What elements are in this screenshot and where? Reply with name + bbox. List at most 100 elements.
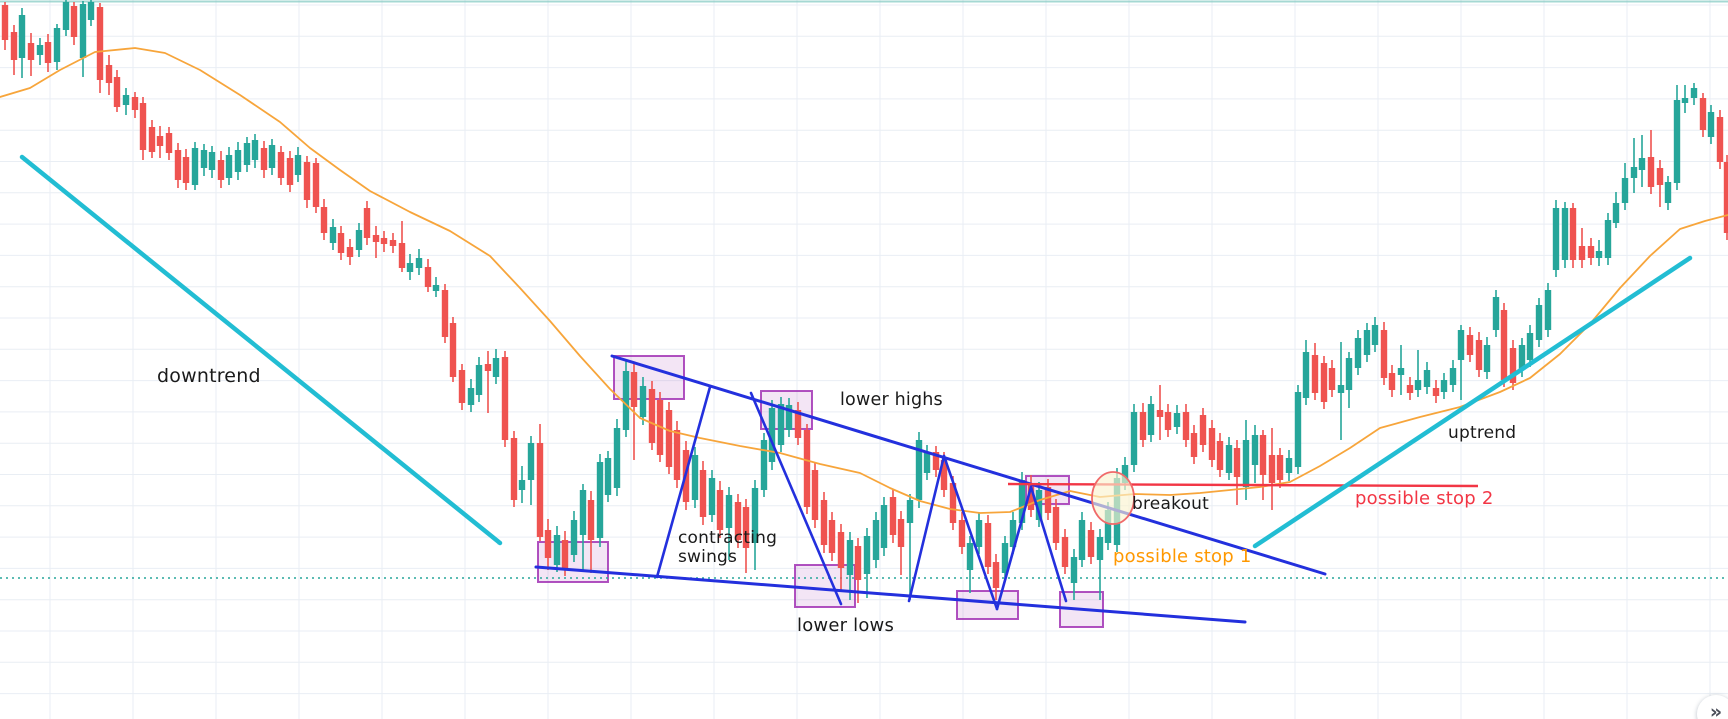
candle-body	[854, 546, 862, 580]
candle-body	[251, 140, 259, 160]
candle-body	[708, 478, 716, 515]
candle-body	[872, 520, 880, 560]
candle-body	[1621, 178, 1629, 203]
candle-body	[1406, 385, 1414, 393]
candle-body	[1449, 368, 1457, 385]
candle-body	[355, 230, 363, 250]
candle-body	[1475, 340, 1483, 370]
candle-body	[1552, 208, 1560, 270]
candle-body	[1139, 412, 1147, 440]
candle-body	[286, 158, 294, 185]
candle-body	[1630, 167, 1638, 178]
candle-body	[1595, 251, 1603, 258]
candle-body	[44, 42, 52, 63]
candle-body	[1190, 433, 1198, 457]
candle-body	[742, 507, 750, 548]
candle-body	[1492, 297, 1500, 330]
candle-body	[62, 2, 70, 30]
zigzag-segment	[1029, 485, 1068, 603]
candle-body	[1509, 348, 1517, 383]
candle-body	[1483, 345, 1491, 372]
candle-body	[648, 389, 656, 443]
candle-body	[1018, 480, 1026, 523]
zigzag-segment	[995, 485, 1033, 611]
candle-body	[449, 323, 457, 377]
zigzag-segment	[942, 454, 999, 611]
candle-body	[268, 145, 276, 168]
candle-body	[880, 505, 888, 548]
candle-body	[191, 148, 199, 185]
candle-body	[1001, 543, 1009, 573]
label-contracting-swings: contracting swings	[678, 528, 778, 568]
candle-body	[1604, 220, 1612, 258]
candle-body	[1259, 435, 1267, 475]
candle-body	[208, 152, 216, 170]
candle-body	[1173, 413, 1181, 427]
candle-body	[1216, 441, 1224, 470]
candle-body	[320, 207, 328, 233]
candle-body	[1199, 415, 1207, 445]
candle-body	[1561, 208, 1569, 260]
candle-body	[923, 452, 931, 473]
candle-body	[613, 428, 621, 488]
zigzag-segment	[655, 385, 712, 579]
candle-body	[1699, 98, 1707, 130]
candle-body	[1, 5, 9, 40]
candle-body	[1457, 330, 1465, 360]
candle-body	[260, 148, 268, 170]
candle-body	[96, 7, 104, 80]
candle-body	[863, 536, 871, 574]
candle-body	[785, 405, 793, 430]
swing-zigzag-lines	[655, 385, 1068, 611]
candle-body	[458, 370, 466, 403]
candle-body	[312, 163, 320, 207]
lower-lows-trendline	[534, 565, 1247, 624]
candle-body	[1681, 98, 1689, 103]
candle-body	[1664, 182, 1672, 203]
candle-body	[984, 523, 992, 567]
candle-body	[828, 520, 836, 553]
candle-body	[70, 6, 78, 37]
candle-body	[811, 470, 819, 520]
candle-body	[536, 443, 544, 537]
candle-body	[1723, 162, 1728, 233]
candle-body	[1182, 412, 1190, 440]
label-possible-stop-1: possible stop 1	[1113, 546, 1252, 567]
candle-body	[27, 43, 35, 60]
candle-body	[1311, 355, 1319, 393]
candle-body	[1208, 428, 1216, 460]
candle-body	[897, 519, 905, 547]
candle-body	[751, 488, 759, 543]
candle-body	[87, 2, 95, 20]
candle-body	[1156, 410, 1164, 417]
candle-body	[1388, 373, 1396, 390]
candle-body	[725, 495, 733, 528]
candle-body	[303, 162, 311, 200]
candle-body	[1302, 352, 1310, 398]
candle-body	[182, 157, 190, 183]
candle-body	[1233, 448, 1241, 477]
candle-body	[1225, 445, 1233, 473]
candle-body	[992, 562, 1000, 588]
candle-body	[803, 430, 811, 507]
candle-body	[1466, 335, 1474, 355]
candle-body	[346, 247, 354, 257]
swing-box	[794, 564, 856, 608]
candle-body	[699, 470, 707, 517]
candle-body	[467, 388, 475, 405]
candle-body	[432, 285, 440, 291]
candle-body	[940, 460, 948, 490]
candle-body	[544, 530, 552, 558]
candle-body	[1337, 385, 1345, 393]
candle-body	[243, 143, 251, 165]
breakout-ellipse	[1091, 471, 1135, 525]
candle-body	[18, 15, 26, 58]
candle-body	[79, 4, 87, 58]
candle-body	[234, 150, 242, 172]
candle-body	[441, 290, 449, 337]
candle-body	[673, 430, 681, 480]
candle-body	[1276, 455, 1284, 480]
candle-body	[389, 240, 397, 246]
candle-body	[1147, 404, 1155, 435]
